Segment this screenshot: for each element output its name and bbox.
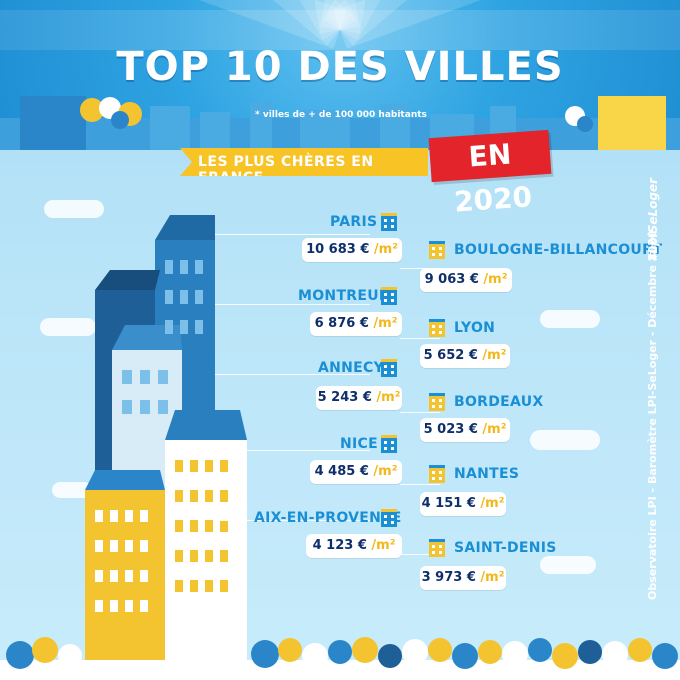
building-icon (381, 213, 397, 231)
price-tag: 4 123 € /m² (306, 534, 402, 558)
year-badge: EN 2020 (428, 129, 552, 219)
source-credit: Observatoire LPI - Baromètre LPI-SeLoger… (646, 230, 659, 600)
city-name: AIX-EN-PROVENCE (254, 510, 402, 526)
cloud-decoration (52, 482, 92, 498)
connector-line (215, 234, 370, 235)
price-unit: /m² (373, 242, 398, 257)
price-value: 4 123 € (312, 538, 367, 553)
building-icon (429, 241, 445, 259)
connector-line (400, 338, 440, 339)
price-unit: /m² (483, 272, 508, 287)
city-name: MONTREUIL (298, 288, 394, 304)
subtitle-footnote: * villes de + de 100 000 habitants (255, 110, 427, 120)
price-value: 4 151 € (421, 496, 476, 511)
price-tag: 4 151 € /m² (420, 492, 506, 516)
header-sky: TOP 10 DES VILLES * villes de + de 100 0… (0, 0, 680, 150)
price-unit: /m² (482, 422, 507, 437)
price-tag: 9 063 € /m² (420, 268, 512, 292)
cloud-decoration (540, 310, 600, 328)
year-label: EN 2020 (453, 137, 534, 219)
price-tag: 10 683 € /m² (302, 238, 402, 262)
building-icon (429, 319, 445, 337)
skyline-illustration (0, 96, 680, 150)
price-tag: 5 652 € /m² (420, 344, 510, 368)
price-tag: 5 023 € /m² (420, 418, 510, 442)
buildings-illustration (85, 215, 247, 680)
connector-line (400, 554, 440, 555)
building-icon (381, 509, 397, 527)
ribbon-label: LES PLUS CHÈRES EN FRANCE (198, 154, 374, 186)
building-icon (429, 465, 445, 483)
price-tag: 5 243 € /m² (316, 386, 402, 410)
price-tag: 6 876 € /m² (310, 312, 402, 336)
price-unit: /m² (371, 538, 396, 553)
cloud-decoration (540, 556, 596, 574)
price-unit: /m² (480, 496, 505, 511)
price-tag: 4 485 € /m² (310, 460, 402, 484)
price-value: 5 023 € (423, 422, 478, 437)
price-unit: /m² (482, 348, 507, 363)
price-unit: /m² (373, 464, 398, 479)
city-name: BOULOGNE-BILLANCOURT (454, 242, 663, 258)
cloud-decoration (530, 430, 600, 450)
cloud-decoration (44, 200, 104, 218)
price-value: 5 243 € (317, 390, 372, 405)
building-icon (381, 359, 397, 377)
connector-line (215, 304, 370, 305)
price-value: 4 485 € (314, 464, 369, 479)
city-name: ANNECY (318, 360, 385, 376)
connector-line (215, 374, 370, 375)
price-value: 6 876 € (314, 316, 369, 331)
building-icon (381, 435, 397, 453)
city-name: NICE (340, 436, 378, 452)
price-unit: /m² (373, 316, 398, 331)
connector-line (400, 484, 440, 485)
price-unit: /m² (480, 570, 505, 585)
connector-line (400, 268, 440, 269)
trees-illustration (0, 637, 680, 680)
connector-line (400, 412, 440, 413)
city-name: BORDEAUX (454, 394, 544, 410)
city-name: PARIS (330, 214, 378, 230)
price-value: 5 652 € (423, 348, 478, 363)
city-name: NANTES (454, 466, 520, 482)
city-name: LYON (454, 320, 496, 336)
price-value: 9 063 € (424, 272, 479, 287)
city-name: SAINT-DENIS (454, 540, 557, 556)
price-value: 10 683 € (306, 242, 370, 257)
building-icon (381, 287, 397, 305)
ribbon-banner: LES PLUS CHÈRES EN FRANCE (180, 148, 428, 176)
connector-line (215, 520, 370, 521)
price-value: 3 973 € (421, 570, 476, 585)
price-unit: /m² (376, 390, 401, 405)
connector-line (215, 450, 370, 451)
building-icon (429, 539, 445, 557)
price-tag: 3 973 € /m² (420, 566, 506, 590)
cloud-decoration (40, 318, 96, 336)
building-icon (429, 393, 445, 411)
page-title: TOP 10 DES VILLES (116, 44, 564, 90)
